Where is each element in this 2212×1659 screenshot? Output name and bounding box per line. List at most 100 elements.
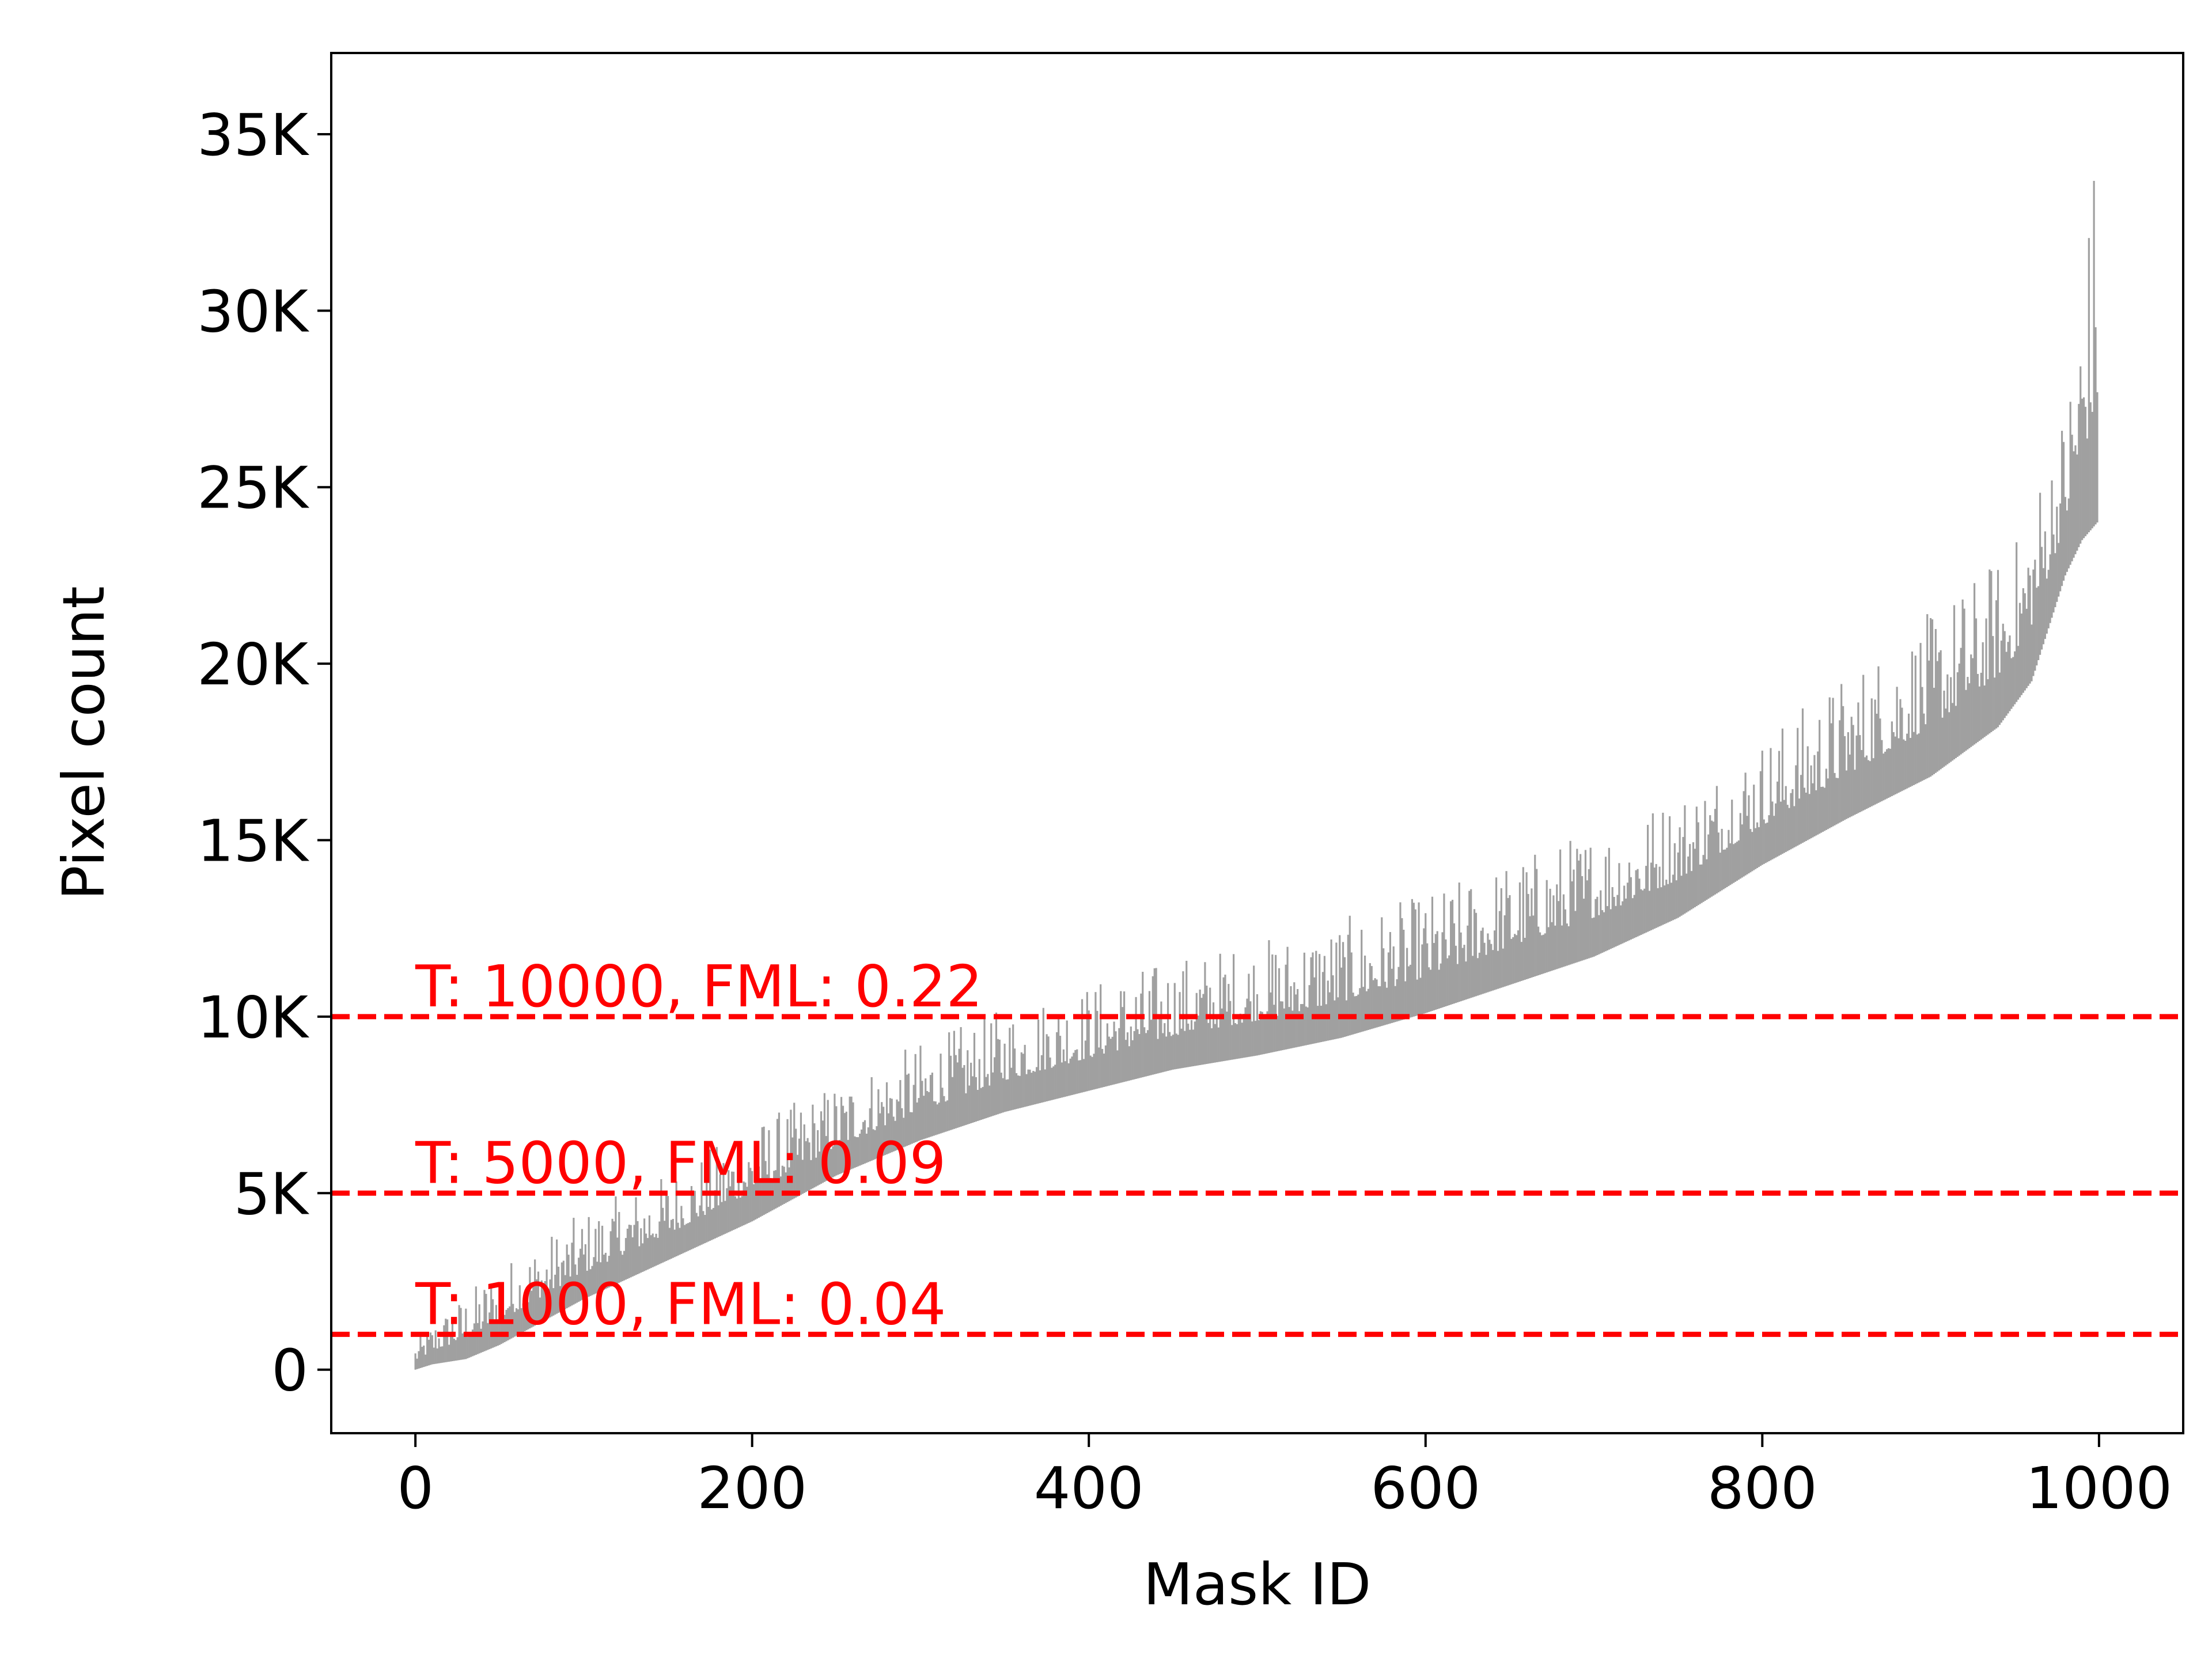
bar (2042, 568, 2045, 645)
y-tick-label: 0 (271, 1337, 308, 1404)
bar (1497, 950, 1499, 989)
bar (1733, 844, 1735, 883)
bar (633, 1225, 635, 1276)
bar (1237, 1014, 1240, 1059)
bar (863, 1120, 866, 1164)
bar (1022, 1054, 1024, 1108)
bar (855, 1137, 858, 1167)
bar (818, 1152, 821, 1185)
bar (1697, 822, 1699, 906)
bar (896, 1099, 898, 1150)
bar (1646, 824, 1649, 932)
bar (1425, 913, 1427, 1013)
bar (919, 1046, 922, 1141)
bar (879, 1113, 881, 1157)
bar (1407, 966, 1410, 1018)
bar (1584, 850, 1587, 960)
bar (1192, 1029, 1195, 1066)
bar (505, 1309, 507, 1342)
bar (731, 1171, 733, 1231)
bar (1054, 1065, 1056, 1100)
bar (1108, 1036, 1110, 1086)
bar (1199, 989, 1201, 1065)
bar (1106, 1023, 1108, 1086)
bar (1397, 967, 1400, 1021)
bar (707, 1207, 710, 1242)
bar (1817, 751, 1819, 835)
bar (1403, 929, 1405, 1020)
bar (620, 1251, 622, 1282)
bar (1226, 1012, 1228, 1061)
bar (518, 1285, 521, 1334)
bar (1606, 906, 1609, 950)
bar (1374, 978, 1376, 1028)
bar (1073, 1052, 1075, 1095)
bar (646, 1238, 649, 1270)
bar (1096, 1010, 1099, 1089)
bar (912, 1085, 915, 1143)
bar (456, 1337, 459, 1361)
bar (936, 1104, 938, 1135)
bar (1285, 964, 1287, 1050)
bar (2036, 588, 2038, 666)
bar (759, 1181, 762, 1217)
bar (845, 1111, 847, 1172)
bar (1187, 1023, 1190, 1067)
bar (1123, 991, 1126, 1082)
bar (1244, 1007, 1247, 1058)
bar (2078, 404, 2080, 547)
bar (791, 1137, 794, 1200)
bar (1997, 570, 1999, 728)
bar (903, 1118, 905, 1147)
bar (1206, 986, 1208, 1065)
bar (1310, 957, 1312, 1044)
bar (827, 1100, 829, 1180)
bar (1850, 717, 1853, 817)
bar (907, 1073, 910, 1145)
bar (1195, 993, 1198, 1066)
bar (1200, 998, 1203, 1065)
bar (1152, 976, 1154, 1075)
bar (1478, 952, 1480, 995)
bar (1399, 902, 1402, 1021)
bar (914, 1054, 916, 1143)
bar (894, 1120, 896, 1151)
bar (889, 1098, 891, 1153)
bar (1074, 1050, 1077, 1094)
bar (1972, 658, 1974, 746)
bar (1680, 876, 1683, 916)
bar (584, 1244, 586, 1298)
bar (2066, 510, 2068, 572)
bar (1443, 893, 1445, 1007)
bar (490, 1287, 493, 1349)
bar (1662, 812, 1664, 925)
bar (628, 1225, 630, 1278)
bar (551, 1237, 553, 1317)
bar (1283, 1008, 1285, 1050)
bar (1453, 923, 1456, 1004)
bar (658, 1221, 661, 1264)
bar (958, 1048, 960, 1127)
bar (1953, 605, 1956, 760)
bar (1394, 986, 1396, 1022)
bar (1904, 740, 1907, 790)
bar (1279, 1001, 1282, 1051)
bar (1089, 1055, 1092, 1090)
bar (1145, 1033, 1147, 1077)
bar (1384, 982, 1387, 1025)
bar (1945, 709, 1947, 766)
bar (1257, 1020, 1260, 1055)
bar (2007, 642, 2009, 714)
bar (997, 1039, 999, 1115)
bar (665, 1194, 668, 1262)
bar (1512, 937, 1514, 984)
bar (843, 1113, 846, 1172)
bar (1103, 1053, 1105, 1087)
bar (1467, 925, 1469, 999)
bar (1897, 738, 1900, 793)
bar (1007, 1079, 1009, 1111)
bar (1929, 618, 1932, 777)
bar (1559, 849, 1562, 968)
bar (1524, 938, 1526, 980)
bar (867, 1127, 869, 1162)
